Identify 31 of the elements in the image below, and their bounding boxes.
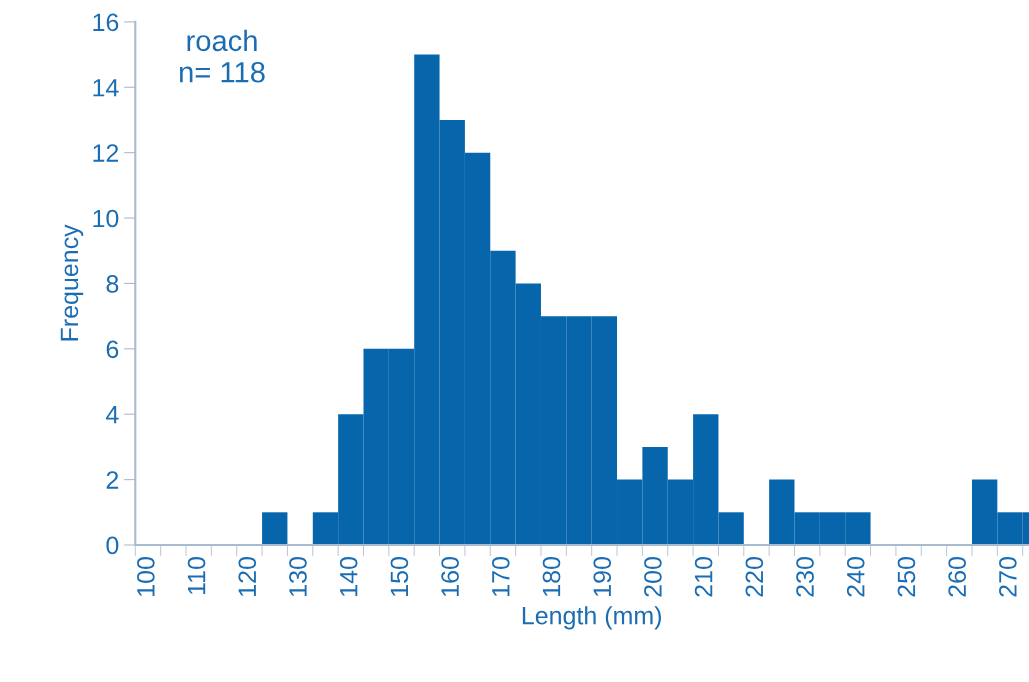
y-tick-label: 4 [106, 406, 119, 424]
x-tick-label: 140 [339, 557, 358, 596]
bar [262, 512, 288, 545]
x-axis-title: Length (mm) [522, 606, 661, 630]
x-tick-label: 160 [441, 557, 459, 596]
x-tick-label: 120 [238, 557, 257, 596]
y-tick-label: 12 [93, 144, 119, 162]
x-tick-label: 230 [796, 557, 814, 597]
y-tick-label: 14 [93, 79, 119, 97]
x-tick-label: 110 [187, 557, 206, 595]
x-tick-label: 130 [289, 557, 307, 596]
y-tick-label: 16 [93, 13, 119, 32]
x-tick-label: 170 [491, 557, 510, 596]
x-tick-label: 190 [593, 557, 612, 596]
y-tick-label: 2 [106, 471, 119, 489]
y-tick-label: 0 [106, 536, 119, 555]
y-tick-label: 6 [106, 340, 119, 359]
y-axis-title: Frequency [60, 224, 84, 341]
x-tick-label: 260 [948, 557, 967, 597]
x-tick-label: 200 [644, 557, 662, 597]
x-tick-label: 210 [694, 557, 713, 597]
y-tick-label: 10 [93, 209, 119, 228]
x-tick-label: 100 [137, 557, 155, 596]
x-tick-label: 180 [542, 557, 561, 596]
x-tick-label: 240 [846, 557, 865, 597]
y-tick-label: 8 [106, 275, 119, 293]
x-tick-label: 250 [897, 557, 916, 597]
x-tick-label: 270 [999, 557, 1017, 597]
x-tick-label: 220 [745, 557, 764, 597]
annotation: roach n= 118 [180, 29, 265, 83]
x-tick-label: 150 [390, 557, 409, 596]
